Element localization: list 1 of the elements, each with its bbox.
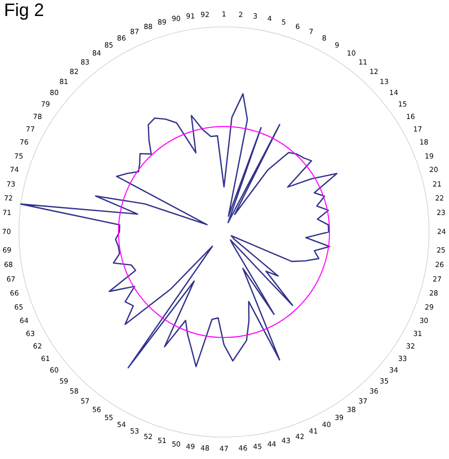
chart-title: Fig 2	[4, 0, 44, 21]
